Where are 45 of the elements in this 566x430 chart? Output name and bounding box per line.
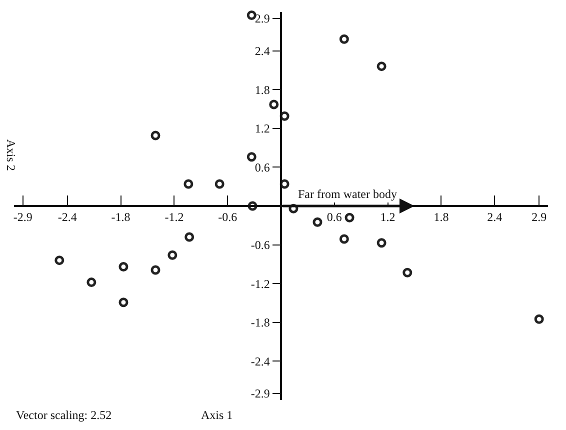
point [214, 179, 224, 189]
point [150, 265, 160, 275]
point [54, 256, 64, 266]
x-tick-label: -2.9 [13, 210, 32, 224]
point [118, 262, 128, 272]
annotation: Far from water body [298, 187, 397, 201]
y-tick-label: -0.6 [250, 238, 270, 252]
x-tick-label: -0.6 [218, 210, 238, 224]
y-tick-label: -1.2 [250, 276, 270, 291]
point [534, 314, 544, 324]
y-tick-label: -2.4 [250, 354, 270, 368]
x-tick-label: 0.6 [326, 210, 342, 224]
point [168, 250, 178, 260]
x-tick-label: 1.2 [380, 210, 396, 224]
y-tick-label: -2.9 [250, 386, 270, 401]
point [246, 152, 256, 162]
point [376, 238, 386, 248]
point [118, 298, 128, 308]
y-tick-label: 1.8 [254, 82, 270, 97]
point [339, 34, 349, 44]
x-tick-label: 2.4 [487, 210, 502, 224]
x-tick-label: -1.8 [111, 210, 130, 224]
y-tick-label: 2.4 [254, 44, 270, 58]
x-axis-title: Axis 1 [201, 408, 233, 422]
y-tick-label: 1.2 [254, 122, 270, 136]
text: Vector scaling: 2.52 [16, 408, 112, 422]
x-tick-label: 2.9 [532, 210, 547, 224]
x-tick-label: -2.4 [58, 210, 77, 224]
point [86, 278, 96, 288]
x-tick-label: 1.8 [434, 210, 449, 224]
point [344, 212, 354, 222]
point [402, 268, 412, 278]
point [339, 234, 349, 244]
point [269, 100, 279, 110]
x-tick-label: -1.2 [164, 210, 184, 224]
y-tick-label: -1.8 [250, 316, 270, 330]
y-tick-label: 2.9 [254, 12, 270, 26]
y-tick-label: 0.6 [254, 160, 270, 174]
point [376, 62, 386, 72]
point [150, 130, 160, 140]
point [312, 217, 322, 227]
point [184, 232, 194, 242]
y-axis-title: Axis 2 [4, 139, 18, 171]
point [184, 179, 194, 189]
point [246, 10, 256, 20]
